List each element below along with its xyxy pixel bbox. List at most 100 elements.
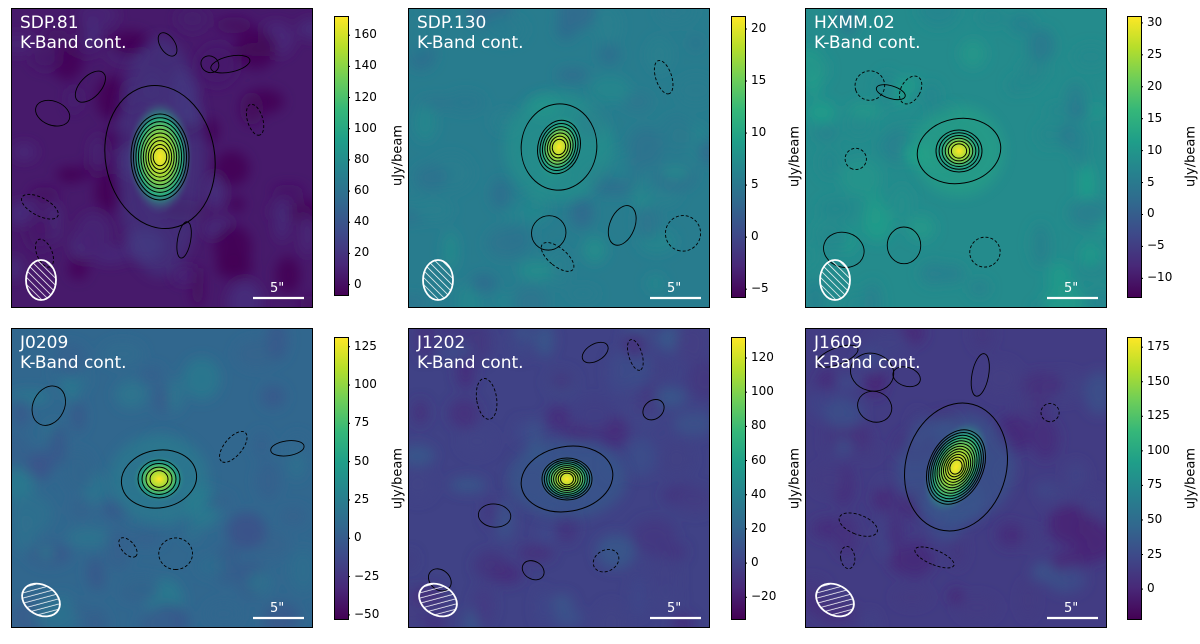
source-contours [541,457,593,501]
band-label: K-Band cont. [20,33,127,53]
colorbar: −5 0 5 10 15 20 uJy/beam [731,16,811,298]
colorbar-unit-label: uJy/beam [390,124,406,187]
colorbar-tick-label: −20 [751,589,777,604]
band-label: K-Band cont. [814,33,921,53]
colorbar-gradient [1127,16,1142,298]
colorbar-tick-label: 5 [751,177,759,192]
source-name: HXMM.02 [814,13,895,33]
colorbar-tick-label: 0 [1147,581,1155,596]
beam-ellipse [21,582,61,618]
scale-bar-label: 5" [270,281,285,296]
colorbar-tick-label: 20 [751,20,767,35]
colorbar-tick-label: 20 [1147,78,1163,93]
colorbar: 0 25 50 75 100 125 150 175 uJy/beam [1127,337,1200,620]
colorbar-gradient [334,16,349,296]
colorbar-tick-label: 140 [354,58,377,73]
noise-texture [409,329,709,627]
colorbar-tick-label: 40 [354,214,370,229]
colorbar-tick-label: 160 [354,27,377,42]
source-name: J1609 [814,333,863,353]
colorbar-tick-label: 50 [1147,511,1163,526]
colorbar-tick-label: 20 [751,520,767,535]
source-name: J1202 [417,333,466,353]
source-emission [131,455,187,503]
colorbar-tick-label: 25 [1147,46,1163,61]
map-image [409,9,709,307]
source-name: SDP.81 [20,13,79,33]
colorbar-tick-label: 125 [1147,408,1170,423]
colorbar-unit-label: uJy/beam [787,447,803,509]
colorbar-tick-label: 100 [751,384,774,399]
noise-contours [823,70,1001,268]
panel-label: HXMM.02 K-Band cont. [814,13,921,53]
colorbar-gradient [731,16,746,298]
band-label: K-Band cont. [417,33,524,53]
colorbar-tick-label: 0 [751,555,759,570]
colorbar-tick-label: 25 [1147,546,1163,561]
beam-ellipse [815,582,855,618]
source-contours [137,459,181,499]
scale-bar-label: 5" [667,281,682,296]
map-image [806,329,1106,627]
colorbar-tick-label: 15 [1147,110,1163,125]
colorbar-tick-label: 20 [354,245,370,260]
map-image [409,329,709,627]
outer-contour [520,103,598,191]
colorbar-tick-label: 40 [751,486,767,501]
map-panel: HXMM.02 K-Band cont. 5" [805,8,1107,308]
outer-contour [520,445,614,513]
noise-contours [816,344,1060,570]
panel-label: SDP.81 K-Band cont. [20,13,127,53]
source-contours [130,113,190,201]
colorbar-tick-label: 5 [1147,174,1155,189]
beam-ellipse [25,259,57,301]
band-label: K-Band cont. [417,353,524,373]
panel-label: J1609 K-Band cont. [814,333,921,373]
colorbar-gradient [1127,337,1142,620]
noise-contours [21,32,265,268]
colorbar-tick-label: 50 [354,453,370,468]
map-panel: SDP.130 K-Band cont. 5" [408,8,710,308]
map-panel: J1609 K-Band cont. 5" [805,328,1107,628]
colorbar-tick-label: −5 [1147,238,1165,253]
noise-contours [31,385,305,570]
outer-contour [916,117,1002,185]
map-panel: J0209 K-Band cont. 5" [11,328,313,628]
band-label: K-Band cont. [814,353,921,373]
colorbar-tick-label: 0 [1147,206,1155,221]
colorbar-tick-label: 30 [1147,14,1163,29]
colorbar-tick-label: 120 [354,89,377,104]
colorbar-tick-label: 15 [751,73,767,88]
colorbar-tick-label: 0 [751,229,759,244]
scale-bar-label: 5" [1064,281,1079,296]
source-emission [933,127,985,175]
source-contours [537,119,581,175]
colorbar-tick-label: 120 [751,350,774,364]
colorbar-tick-label: 100 [1147,442,1170,457]
colorbar-tick-label: 10 [751,125,767,140]
scale-bar-label: 5" [1064,601,1079,616]
panel-label: SDP.130 K-Band cont. [417,13,524,53]
colorbar-tick-label: 125 [354,338,377,353]
colorbar-unit-label: uJy/beam [1183,447,1199,509]
map-image [806,9,1106,307]
colorbar-tick-label: 100 [354,377,377,391]
colorbar-tick-label: −10 [1147,270,1173,285]
colorbar-tick-label: 60 [354,183,370,198]
colorbar-gradient [334,337,349,620]
map-panel: SDP.81 K-Band cont. 5" [11,8,313,308]
colorbar-tick-label: 80 [354,151,370,166]
colorbar-tick-label: 175 [1147,339,1170,354]
outer-contour [904,402,1008,532]
colorbar-tick-label: 80 [751,418,767,433]
source-contours [935,129,983,173]
colorbar-unit-label: uJy/beam [787,125,803,188]
panel-label: J0209 K-Band cont. [20,333,127,373]
beam-ellipse [819,259,851,301]
map-image [12,9,312,307]
colorbar-gradient [731,337,746,620]
source-name: SDP.130 [417,13,487,33]
colorbar-tick-label: −25 [354,568,380,583]
colorbar-tick-label: 75 [354,415,370,430]
colorbar-tick-label: 0 [354,276,362,291]
